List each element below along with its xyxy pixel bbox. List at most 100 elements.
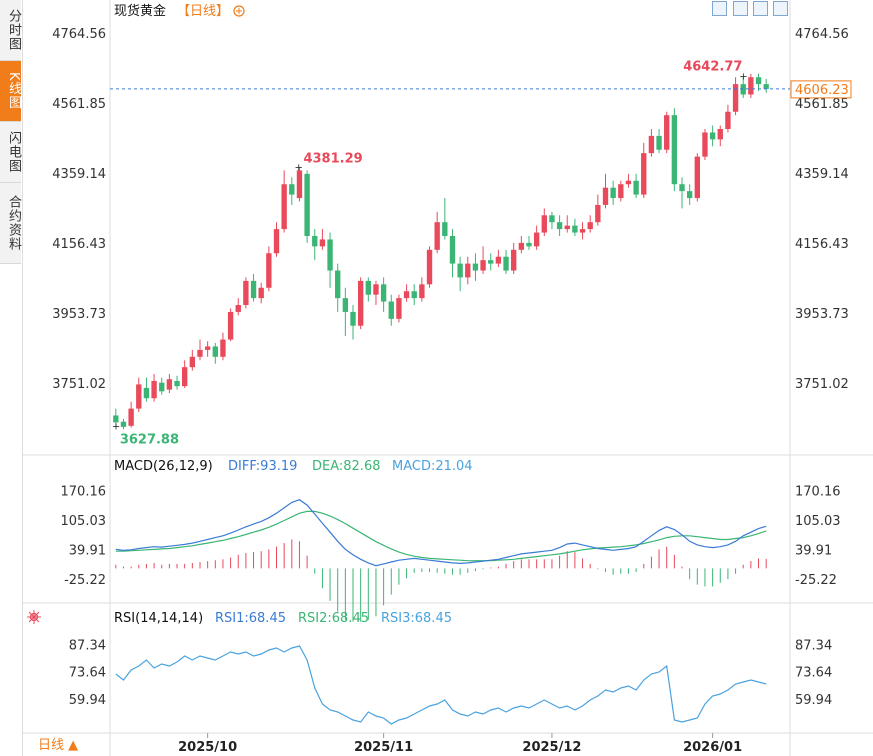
candle-body [717,129,723,140]
macd-axis-right: 170.16 105.03 39.91 -25.22 [795,484,841,587]
price-axis-right: 4764.56 4561.85 4359.14 4156.43 3953.73 3751.… [795,27,849,392]
fullscreen-icon[interactable] [773,1,788,16]
tab-kline[interactable]: K线图 [0,61,21,122]
x-tick-label: 2025/11 [354,740,413,755]
candle-body [442,222,448,236]
tick-label: 87.34 [795,638,832,653]
candle-body [342,298,349,312]
candle-body [518,242,525,250]
candle-body [709,132,716,140]
candle-body [587,222,593,230]
candle-body [725,111,731,129]
candle-body [197,349,203,357]
candle-body [243,280,249,306]
candle-body [159,382,165,392]
candle-body [335,270,341,299]
candle-body [212,346,218,357]
candle-body [136,384,142,409]
candle-body [495,256,502,264]
tick-label: 170.16 [61,484,107,499]
candle-body [327,239,333,271]
candle-body [748,77,754,95]
x-axis: 2025/10 2025/11 2025/12 2026/01 [178,733,742,755]
candle-body [656,135,662,150]
tick-label: 3751.02 [52,377,106,392]
rsi-label: RSI(14,14,14) [114,611,203,626]
candle-body [702,132,708,157]
candle-body [411,291,417,299]
tick-label: 105.03 [795,514,841,529]
period-label[interactable]: 【日线】 [177,4,229,19]
candle-body [526,242,532,247]
chart-type-icon[interactable] [733,1,748,16]
tick-label: 87.34 [69,638,106,653]
candle-body [465,263,471,278]
candle-body [541,215,547,233]
candle-body [595,204,601,223]
candle-body [174,380,180,387]
macd-diff-value: DIFF:93.19 [228,459,297,474]
candle-body [457,263,463,278]
tick-label: 3953.73 [52,307,106,322]
rsi3-value: RSI3:68.45 [381,611,452,626]
candle-body [357,280,364,326]
candle-body [235,305,241,312]
candle-body [449,236,456,264]
candlestick-series: + + + [112,71,769,433]
candle-body [220,339,226,357]
tick-label: 39.91 [69,543,106,558]
candle-body [388,301,394,319]
candle-body [166,379,173,390]
candle-body [556,222,563,230]
candle-body [740,84,746,95]
settings-icon[interactable] [27,610,41,624]
candle-body [151,380,157,399]
candle-body [380,284,387,302]
macd-macd-value: MACD:21.04 [392,459,473,474]
macd-dea-value: DEA:82.68 [312,459,381,474]
candle-body [579,229,586,233]
candle-body [312,236,318,247]
tab-timeshare[interactable]: 分时图 [0,0,21,61]
candle-body [289,184,295,195]
macd-dea-line [115,510,767,562]
tick-label: 73.64 [69,666,106,681]
period-selector-button[interactable]: 日线 ▲ [24,736,104,756]
crosshair-icon[interactable] [712,1,727,16]
tick-label: 3953.73 [795,307,849,322]
tick-label: -25.22 [64,573,106,588]
candle-body [618,184,624,199]
zoom-in-icon[interactable] [233,5,245,17]
macd-label: MACD(26,12,9) [114,459,213,474]
tick-label: 4156.43 [52,237,106,252]
candle-body [396,298,402,319]
rsi-axis-left: 87.34 73.64 59.94 [69,638,106,708]
rsi1-value: RSI1:68.45 [215,611,286,626]
low-marker: + [112,422,120,433]
candle-body [732,84,739,112]
tick-label: 4561.85 [52,97,106,112]
tab-contract-info[interactable]: 合约资料 [0,183,21,264]
candle-body [120,421,127,427]
candle-body [679,184,685,192]
x-tick-label: 2025/12 [522,740,581,755]
candle-body [304,173,310,236]
high-marker: + [739,71,747,82]
candle-body [258,287,264,299]
candle-body [426,249,433,285]
candle-body [113,415,119,423]
candle-body [296,170,303,199]
candle-body [227,311,234,340]
candle-body [488,260,494,264]
low-label: 3627.88 [120,433,179,448]
candle-body [572,225,578,233]
candle-body [641,153,647,195]
instrument-title: 现货黄金 [114,3,166,19]
play-icon[interactable] [753,1,768,16]
current-price-tag: 4606.23 [790,80,852,99]
current-price-value: 4606.23 [795,83,849,98]
tab-lightning[interactable]: 闪电图 [0,122,21,183]
candle-body [633,180,639,195]
candle-body [281,184,287,230]
